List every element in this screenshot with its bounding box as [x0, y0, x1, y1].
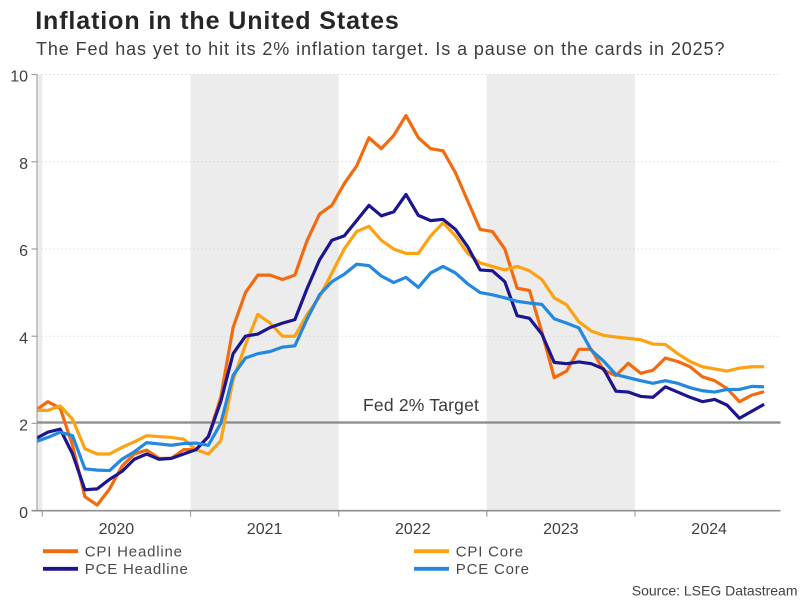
svg-text:CPI Headline: CPI Headline: [85, 544, 183, 561]
svg-text:8: 8: [19, 156, 28, 173]
svg-text:2020: 2020: [99, 521, 135, 538]
svg-text:2: 2: [19, 418, 28, 435]
svg-text:2024: 2024: [691, 521, 727, 538]
svg-text:2021: 2021: [247, 521, 283, 538]
svg-text:2023: 2023: [543, 521, 579, 538]
svg-text:PCE Headline: PCE Headline: [85, 561, 189, 578]
svg-text:10: 10: [10, 69, 28, 86]
svg-text:CPI Core: CPI Core: [456, 544, 524, 561]
svg-text:6: 6: [19, 243, 28, 260]
svg-text:Source: LSEG Datastream: Source: LSEG Datastream: [632, 583, 798, 599]
svg-text:4: 4: [19, 330, 28, 347]
svg-text:0: 0: [19, 505, 28, 522]
svg-text:Fed 2% Target: Fed 2% Target: [363, 395, 479, 415]
svg-text:2022: 2022: [395, 521, 431, 538]
svg-text:PCE Core: PCE Core: [456, 561, 530, 578]
